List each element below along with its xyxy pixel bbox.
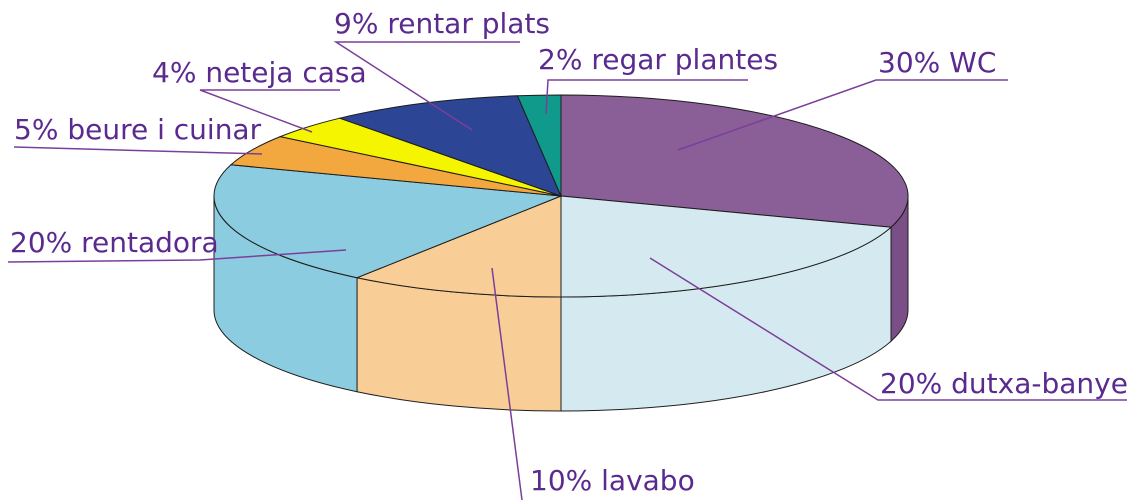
leader-line-5-beure-i-cuinar bbox=[13, 146, 263, 155]
leader-line-10-lavabo bbox=[491, 267, 523, 500]
pie-side-10-lavabo bbox=[356, 277, 562, 412]
pie-slice-30-wc bbox=[560, 94, 909, 228]
pie-labels-layer: 30% WC 20% dutxa-banyera 10% lavabo 20% ren… bbox=[7, 7, 1127, 500]
slice-label-20-dutxa-banyera: 20% dutxa-banyera bbox=[880, 367, 1127, 400]
slice-label-5-beure-i-cuinar: 5% beure i cuinar bbox=[14, 113, 262, 146]
leader-line-20-rentadora bbox=[7, 249, 347, 263]
slice-label-2-regar-plantes: 2% regar plantes bbox=[538, 43, 778, 76]
slice-label-9-rentar-plats: 9% rentar plats bbox=[334, 7, 550, 40]
pie-slice-10-lavabo bbox=[355, 195, 562, 298]
pie-slice-2-regar-plantes bbox=[516, 94, 562, 197]
slice-label-20-rentadora: 20% rentadora bbox=[10, 226, 219, 259]
leader-line-30-wc bbox=[677, 79, 1008, 151]
pie-top-layer bbox=[213, 94, 909, 298]
leader-line-2-regar-plantes bbox=[545, 79, 748, 115]
leader-line-9-rentar-plats bbox=[333, 41, 520, 131]
slice-label-30-wc: 30% WC bbox=[878, 46, 996, 79]
pie-slice-20-dutxa-banyera bbox=[560, 195, 893, 298]
slice-label-10-lavabo: 10% lavabo bbox=[530, 464, 695, 497]
leader-line-4-neteja-casa bbox=[199, 89, 340, 133]
pie-slice-20-rentadora bbox=[213, 164, 562, 279]
leader-line-20-dutxa-banyera bbox=[649, 257, 1127, 401]
pie-sides-layer bbox=[213, 195, 909, 412]
pie-slice-9-rentar-plats bbox=[338, 95, 562, 197]
slice-label-4-neteja-casa: 4% neteja casa bbox=[152, 56, 367, 89]
